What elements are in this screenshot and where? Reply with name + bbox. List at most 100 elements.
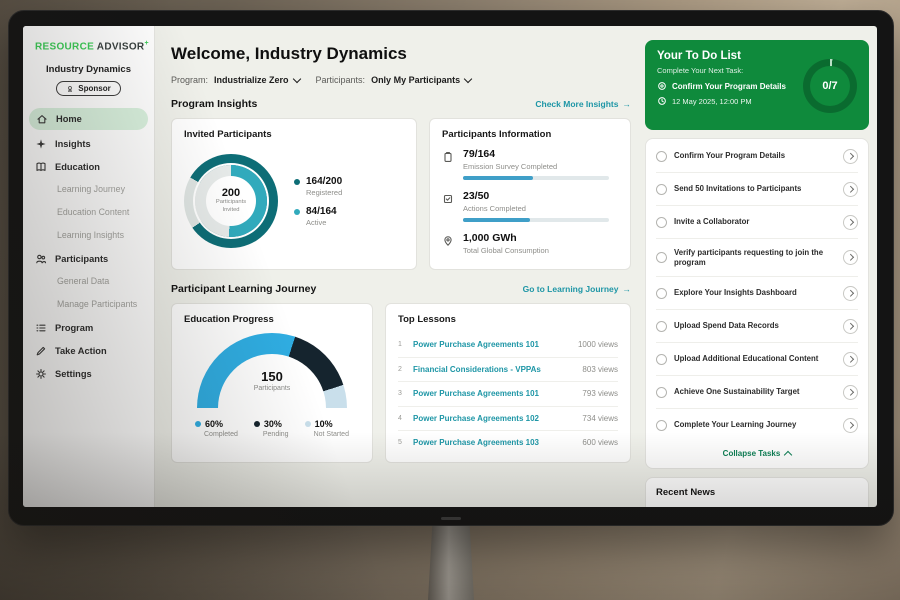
todo-title: Your To Do List: [657, 50, 741, 62]
chevron-right-icon: [846, 185, 854, 193]
monitor-logo: [441, 517, 461, 520]
task-open-button[interactable]: [843, 417, 858, 433]
participants-filter-label: Participants:: [315, 75, 366, 85]
lesson-row: 3 Power Purchase Agreements 101 793 view…: [398, 382, 618, 407]
task-checkbox[interactable]: [656, 287, 667, 299]
active-dot: [294, 208, 300, 215]
task-checkbox[interactable]: [656, 320, 667, 332]
task-open-button[interactable]: [843, 214, 858, 230]
sidebar-item-learning-insights[interactable]: Learning Insights: [57, 230, 124, 241]
sidebar-item-manage-participants[interactable]: Manage Participants: [57, 299, 138, 310]
info-card-title: Participants Information: [442, 129, 552, 140]
chevron-right-icon: [846, 218, 854, 226]
brand-advisor: ADVISOR: [96, 41, 145, 53]
page-title: Welcome, Industry Dynamics: [171, 44, 407, 63]
gear-icon: [35, 368, 47, 380]
sidebar-item-insights[interactable]: Insights: [23, 132, 154, 155]
brand-plus: +: [144, 40, 149, 47]
task-checkbox[interactable]: [656, 419, 667, 431]
donut-center-label: Participants Invited: [215, 199, 247, 213]
recent-news-card: Recent News: [645, 477, 869, 507]
education-progress-gauge: 150 Participants: [197, 333, 347, 411]
sidebar-item-general-data[interactable]: General Data: [57, 276, 110, 287]
actions-completed-row: 23/50 Actions Completed: [442, 190, 618, 222]
sidebar-item-program[interactable]: Program: [23, 316, 154, 339]
emission-survey-progressbar: [463, 176, 609, 180]
task-row[interactable]: Verify participants requesting to join t…: [656, 239, 858, 278]
monitor-stand: [428, 520, 474, 600]
task-row[interactable]: Upload Additional Educational Content: [656, 343, 858, 377]
lesson-link[interactable]: Power Purchase Agreements 101: [413, 340, 539, 350]
sidebar-item-learning-journey[interactable]: Learning Journey: [57, 184, 125, 195]
education-card-title: Education Progress: [184, 314, 274, 325]
task-open-button[interactable]: [843, 148, 858, 164]
monitor-bezel: RESOURCE ADVISOR+ Industry Dynamics Spon…: [8, 10, 894, 526]
task-open-button[interactable]: [843, 318, 858, 334]
task-row[interactable]: Send 50 Invitations to Participants: [656, 173, 858, 206]
todo-panel: Your To Do List Complete Your Next Task:…: [643, 26, 877, 507]
task-checkbox[interactable]: [656, 353, 667, 365]
global-consumption-row: 1,000 GWh Total Global Consumption: [442, 232, 618, 260]
task-row[interactable]: Invite a Collaborator: [656, 206, 858, 239]
collapse-tasks-link[interactable]: Collapse Tasks: [656, 441, 858, 467]
task-open-button[interactable]: [843, 384, 858, 400]
task-open-button[interactable]: [843, 351, 858, 367]
task-checkbox[interactable]: [656, 183, 667, 195]
sponsor-badge[interactable]: Sponsor: [56, 81, 121, 97]
location-pin-icon: [442, 232, 455, 260]
sidebar-item-home[interactable]: Home: [29, 108, 148, 131]
screen: RESOURCE ADVISOR+ Industry Dynamics Spon…: [23, 26, 877, 507]
check-more-insights-link[interactable]: Check More Insights →: [535, 99, 631, 109]
task-row[interactable]: Explore Your Insights Dashboard: [656, 277, 858, 311]
task-checkbox[interactable]: [656, 386, 667, 398]
task-row[interactable]: Achieve One Sustainability Target: [656, 376, 858, 410]
sidebar-item-education[interactable]: Education: [23, 155, 154, 178]
gauge-center-value: 150: [261, 369, 283, 384]
lesson-row: 4 Power Purchase Agreements 102 734 view…: [398, 407, 618, 431]
completed-dot: [195, 421, 201, 427]
sidebar-item-take-action[interactable]: Take Action: [23, 339, 154, 362]
task-checkbox[interactable]: [656, 216, 667, 228]
chevron-right-icon: [846, 323, 854, 330]
invited-card-title: Invited Participants: [184, 129, 272, 140]
task-open-button[interactable]: [843, 181, 858, 197]
sidebar-item-education-content[interactable]: Education Content: [57, 207, 130, 218]
program-insights-title: Program Insights: [171, 98, 258, 110]
sidebar-nav: Home Insights Education Learning Journey…: [23, 108, 154, 385]
education-progress-card: Education Progress 150 Participants 60: [171, 303, 373, 463]
legend-not-started: 10% Not Started: [304, 419, 349, 438]
emission-survey-row: 79/164 Emission Survey Completed: [442, 148, 618, 180]
task-checkbox[interactable]: [656, 252, 667, 264]
task-checkbox[interactable]: [656, 150, 667, 162]
lesson-link[interactable]: Power Purchase Agreements 101: [413, 389, 539, 399]
lesson-link[interactable]: Financial Considerations - VPPAs: [413, 364, 541, 374]
participants-filter-dropdown[interactable]: Only My Participants: [371, 74, 473, 85]
lesson-link[interactable]: Power Purchase Agreements 102: [413, 413, 539, 423]
learning-journey-title: Participant Learning Journey: [171, 283, 317, 295]
filters-bar: Program: Industrialize Zero Participants…: [171, 74, 631, 85]
task-row[interactable]: Confirm Your Program Details: [656, 140, 858, 173]
sidebar-item-participants[interactable]: Participants: [23, 247, 154, 270]
insights-cards-row: Invited Participants 200 Participants In…: [171, 118, 631, 270]
todo-next-task: Confirm Your Program Details: [657, 81, 857, 91]
todo-subtitle: Complete Your Next Task:: [657, 66, 744, 75]
chevron-down-icon: [463, 74, 473, 84]
lesson-link[interactable]: Power Purchase Agreements 103: [413, 438, 539, 448]
program-filter-label: Program:: [171, 75, 209, 85]
task-open-button[interactable]: [843, 285, 858, 301]
sponsor-label: Sponsor: [78, 84, 111, 94]
task-open-button[interactable]: [843, 250, 858, 266]
home-icon: [36, 113, 48, 125]
donut-center-value: 200: [221, 187, 241, 200]
program-filter-dropdown[interactable]: Industrialize Zero: [214, 74, 301, 85]
education-legend: 60% Completed 30% Pending 10% Not Starte…: [184, 419, 360, 438]
registered-dot: [294, 178, 300, 185]
lesson-row: 5 Power Purchase Agreements 103 600 view…: [398, 438, 618, 448]
task-row[interactable]: Complete Your Learning Journey: [656, 409, 858, 441]
go-to-learning-journey-link[interactable]: Go to Learning Journey →: [522, 284, 631, 294]
sidebar-item-settings[interactable]: Settings: [23, 362, 154, 385]
book-icon: [35, 161, 47, 173]
chevron-down-icon: [292, 74, 301, 84]
task-row[interactable]: Upload Spend Data Records: [656, 310, 858, 344]
